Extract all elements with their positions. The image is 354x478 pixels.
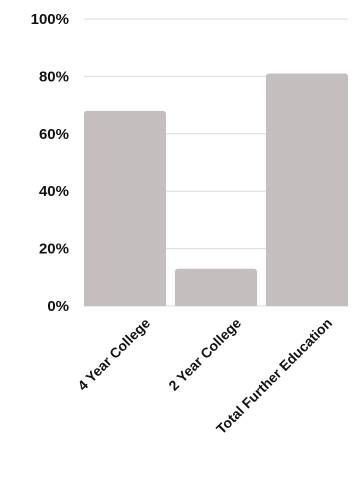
- y-tick-label: 100%: [31, 11, 69, 28]
- bar-base: [175, 302, 257, 306]
- bars: [84, 73, 348, 306]
- y-tick-label: 20%: [39, 241, 69, 258]
- y-tick-label: 60%: [39, 126, 69, 143]
- bar-total-further-education: [266, 73, 348, 306]
- bar-base: [84, 302, 166, 306]
- bar-2-year-college: [175, 268, 257, 306]
- y-tick-label: 40%: [39, 183, 69, 200]
- bar-base: [266, 302, 348, 306]
- y-tick-label: 80%: [39, 68, 69, 85]
- y-axis-tick-labels: 0% 20% 40% 60% 80% 100%: [31, 11, 69, 315]
- y-tick-label: 0%: [47, 298, 69, 315]
- bar-4-year-college: [84, 110, 166, 306]
- x-category-label: 4 Year College: [74, 315, 153, 394]
- x-category-label: 2 Year College: [165, 315, 244, 394]
